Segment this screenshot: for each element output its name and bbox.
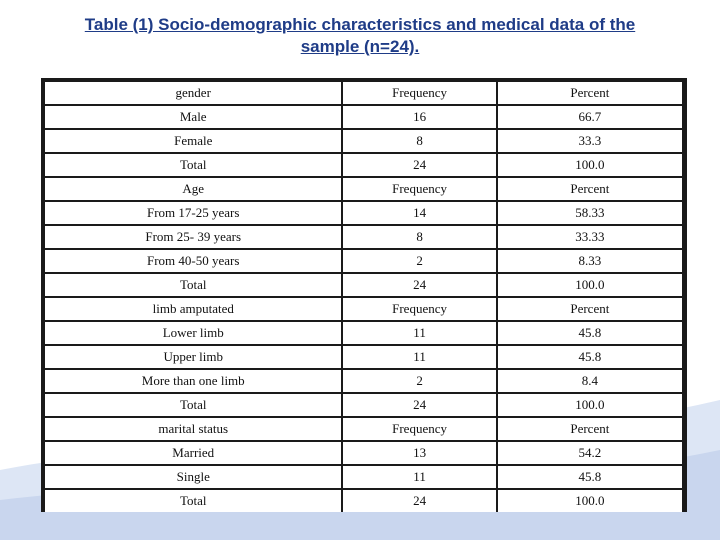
row-label-cell: gender: [45, 82, 342, 104]
frequency-cell: 11: [343, 346, 496, 368]
table-row: limb amputated Frequency Percent: [45, 298, 682, 320]
table-row: Lower limb 11 45.8: [45, 322, 682, 344]
percent-cell: 33.3: [497, 130, 682, 152]
row-label-cell: From 25- 39 years: [45, 226, 342, 248]
percent-cell: Percent: [497, 82, 682, 104]
percent-cell: Percent: [497, 418, 682, 440]
frequency-cell: Frequency: [343, 298, 496, 320]
frequency-cell: 24: [343, 154, 496, 176]
frequency-cell: 11: [343, 322, 496, 344]
row-label-cell: Upper limb: [45, 346, 342, 368]
table-row: From 17-25 years 14 58.33: [45, 202, 682, 224]
table-row: Total 24 100.0: [45, 490, 682, 512]
frequency-cell: 11: [343, 466, 496, 488]
table-row: From 25- 39 years 8 33.33: [45, 226, 682, 248]
row-label-cell: Total: [45, 394, 342, 416]
row-label-cell: Age: [45, 178, 342, 200]
percent-cell: 54.2: [497, 442, 682, 464]
percent-cell: 100.0: [497, 274, 682, 296]
table-row: marital status Frequency Percent: [45, 418, 682, 440]
percent-cell: 100.0: [497, 490, 682, 512]
frequency-cell: Frequency: [343, 178, 496, 200]
frequency-cell: 13: [343, 442, 496, 464]
frequency-cell: 2: [343, 370, 496, 392]
row-label-cell: marital status: [45, 418, 342, 440]
row-label-cell: Single: [45, 466, 342, 488]
row-label-cell: From 17-25 years: [45, 202, 342, 224]
percent-cell: 45.8: [497, 346, 682, 368]
percent-cell: Percent: [497, 178, 682, 200]
percent-cell: 58.33: [497, 202, 682, 224]
row-label-cell: limb amputated: [45, 298, 342, 320]
row-label-cell: Female: [45, 130, 342, 152]
table-row: gender Frequency Percent: [45, 82, 682, 104]
table-row: Age Frequency Percent: [45, 178, 682, 200]
frequency-cell: 24: [343, 490, 496, 512]
percent-cell: 8.4: [497, 370, 682, 392]
row-label-cell: Total: [45, 490, 342, 512]
table-row: Single 11 45.8: [45, 466, 682, 488]
frequency-cell: 2: [343, 250, 496, 272]
frequency-cell: Frequency: [343, 82, 496, 104]
percent-cell: 45.8: [497, 466, 682, 488]
table-row: Married 13 54.2: [45, 442, 682, 464]
title-line-2: sample (n=24).: [300, 37, 420, 56]
table-row: Total 24 100.0: [45, 154, 682, 176]
percent-cell: 45.8: [497, 322, 682, 344]
frequency-cell: Frequency: [343, 418, 496, 440]
frequency-cell: 24: [343, 394, 496, 416]
percent-cell: 66.7: [497, 106, 682, 128]
percent-cell: Percent: [497, 298, 682, 320]
table-title: Table (1) Socio-demographic characterist…: [0, 14, 720, 58]
frequency-cell: 14: [343, 202, 496, 224]
frequency-cell: 8: [343, 130, 496, 152]
title-line-1: Table (1) Socio-demographic characterist…: [84, 15, 636, 34]
frequency-cell: 16: [343, 106, 496, 128]
data-table: gender Frequency Percent Male 16 66.7 Female 8 3…: [43, 80, 684, 514]
table-row: More than one limb 2 8.4: [45, 370, 682, 392]
row-label-cell: Total: [45, 274, 342, 296]
row-label-cell: Male: [45, 106, 342, 128]
table-row: Total 24 100.0: [45, 274, 682, 296]
row-label-cell: Lower limb: [45, 322, 342, 344]
data-table-container: gender Frequency Percent Male 16 66.7 Female 8 3…: [41, 78, 687, 512]
table-row: Male 16 66.7: [45, 106, 682, 128]
percent-cell: 100.0: [497, 154, 682, 176]
table-row: Total 24 100.0: [45, 394, 682, 416]
row-label-cell: Total: [45, 154, 342, 176]
table-row: Upper limb 11 45.8: [45, 346, 682, 368]
row-label-cell: From 40-50 years: [45, 250, 342, 272]
percent-cell: 100.0: [497, 394, 682, 416]
row-label-cell: More than one limb: [45, 370, 342, 392]
table-row: From 40-50 years 2 8.33: [45, 250, 682, 272]
frequency-cell: 24: [343, 274, 496, 296]
percent-cell: 33.33: [497, 226, 682, 248]
percent-cell: 8.33: [497, 250, 682, 272]
table-row: Female 8 33.3: [45, 130, 682, 152]
frequency-cell: 8: [343, 226, 496, 248]
row-label-cell: Married: [45, 442, 342, 464]
